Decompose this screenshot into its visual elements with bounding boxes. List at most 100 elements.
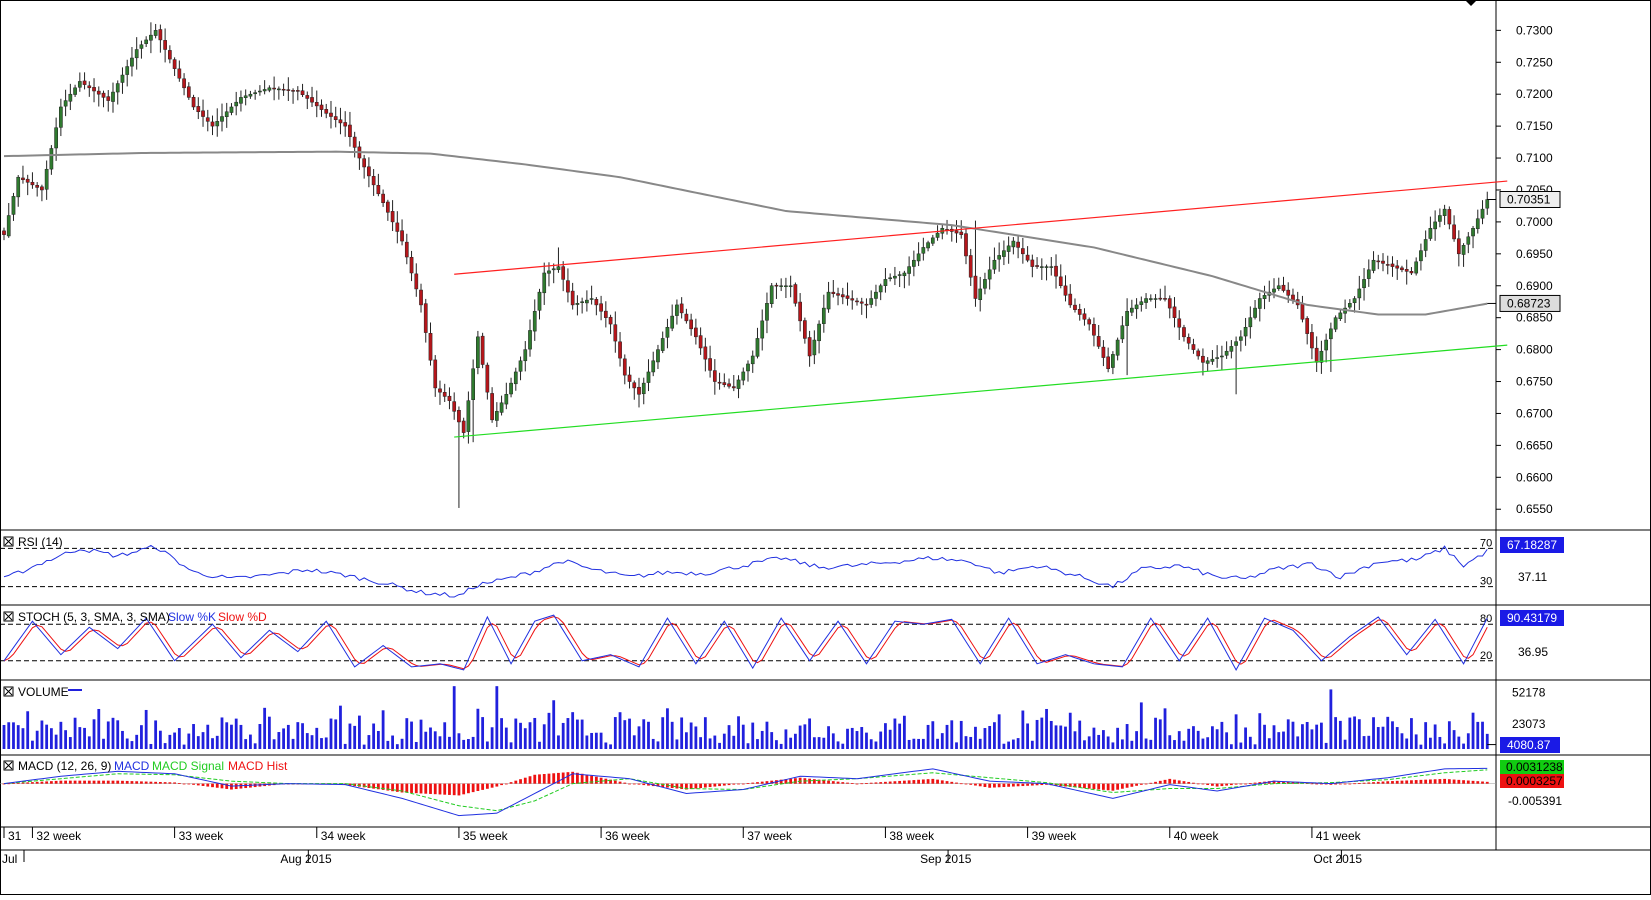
volume-bar <box>1424 722 1428 749</box>
volume-bar <box>1120 739 1124 749</box>
volume-bar <box>481 717 485 749</box>
week-label: 34 week <box>321 829 367 843</box>
macd-hist-bar <box>841 782 845 784</box>
week-label: 36 week <box>605 829 651 843</box>
candle-body <box>30 181 35 186</box>
macd-hist-bar <box>921 779 925 784</box>
candle-body <box>1404 268 1409 272</box>
macd-hist-bar <box>580 773 584 784</box>
candle-body <box>921 247 926 254</box>
macd-hist-bar <box>154 781 158 784</box>
macd-hist-bar <box>1391 781 1394 784</box>
candle-body <box>120 74 125 83</box>
volume-bar <box>1258 713 1262 749</box>
candle-body <box>1447 209 1452 225</box>
candle-body <box>570 290 575 306</box>
macd-hist-bar <box>87 780 91 784</box>
candle-body <box>68 93 73 102</box>
volume-bar <box>490 727 494 749</box>
candle-body <box>893 275 897 279</box>
macd-hist-bar <box>519 779 522 784</box>
macd-hist-bar <box>945 781 949 784</box>
volume-bar <box>931 721 935 749</box>
volume-bar <box>1149 739 1153 749</box>
volume-bar <box>831 733 835 749</box>
candle-body <box>836 293 840 296</box>
volume-bar <box>1196 730 1200 749</box>
macd-hist-bar <box>158 781 162 784</box>
candle-body <box>622 358 627 376</box>
macd-hist-bar <box>49 781 53 784</box>
macd-hist-bar <box>888 781 892 784</box>
candle-body <box>551 268 556 271</box>
macd-hist-bar <box>1367 782 1371 784</box>
macd-hist-bar <box>173 782 176 784</box>
candle-body <box>561 266 566 280</box>
candle-body <box>798 301 802 322</box>
candle-body <box>115 83 120 93</box>
candle-body <box>1243 327 1248 337</box>
volume-bar <box>528 722 532 749</box>
macd-hist-bar <box>509 782 513 784</box>
macd-hist-bar <box>68 780 72 784</box>
macd-hist-bar <box>642 783 646 786</box>
volume-bar <box>741 724 745 749</box>
price-tick-label: 0.6850 <box>1516 311 1553 325</box>
macd-hist-bar <box>1073 783 1077 788</box>
candle-body <box>96 90 101 95</box>
candle-body <box>1205 360 1210 364</box>
volume-bar <box>462 739 466 749</box>
macd-hist-bar <box>1007 783 1011 787</box>
volume-bar <box>713 735 717 749</box>
volume-bar <box>732 735 736 749</box>
macd-hist-bar <box>1130 783 1134 787</box>
macd-hist-bar <box>898 780 902 784</box>
volume-bar <box>969 736 973 749</box>
volume-bar <box>192 724 195 749</box>
volume-bar <box>1400 733 1404 749</box>
candle-body <box>286 89 291 91</box>
candle-body <box>87 85 92 89</box>
macd-line <box>3 767 1488 817</box>
macd-hist-bar <box>362 783 366 788</box>
macd-hist-bar <box>196 783 200 786</box>
candle-body <box>144 39 149 44</box>
candle-body <box>215 121 220 127</box>
candle-body <box>1101 346 1106 358</box>
volume-bar <box>1476 721 1480 749</box>
volume-bar <box>533 717 537 749</box>
volume-bar <box>163 743 167 749</box>
macd-hist-bar <box>121 780 124 784</box>
macd-hist-bar <box>604 778 608 784</box>
volume-bar <box>552 700 556 749</box>
candle-body <box>547 270 551 274</box>
candle-body <box>968 255 973 278</box>
volume-bar <box>1343 739 1347 749</box>
macd-hist-bar <box>855 783 859 785</box>
candle-body <box>253 92 258 95</box>
macd-hist-bar <box>1064 783 1067 787</box>
candle-body <box>812 339 817 356</box>
candle-body <box>712 370 717 382</box>
macd-hist-bar <box>1106 783 1110 791</box>
volume-bar <box>921 738 925 749</box>
price-tick-label: 0.7250 <box>1516 55 1553 69</box>
macd-hist-bar <box>613 780 617 784</box>
candle-body <box>1006 245 1011 252</box>
volume-bar <box>1092 727 1096 749</box>
candle-body <box>305 95 310 99</box>
candle-body <box>153 30 158 36</box>
macd-hist-bar <box>116 780 120 784</box>
candle-body <box>1433 221 1437 230</box>
macd-value-label: 0.0031238 <box>1506 760 1563 774</box>
macd-hist-bar <box>386 783 390 791</box>
macd-hist-bar <box>917 779 920 784</box>
macd-hist-bar <box>1372 782 1375 784</box>
macd-title: MACD (12, 26, 9) <box>18 759 111 773</box>
volume-bar <box>1277 732 1281 749</box>
candle-body <box>1153 298 1158 300</box>
macd-hist-bar <box>1376 781 1380 784</box>
candle-body <box>1158 297 1163 300</box>
macd-hist-bar <box>1419 779 1423 784</box>
